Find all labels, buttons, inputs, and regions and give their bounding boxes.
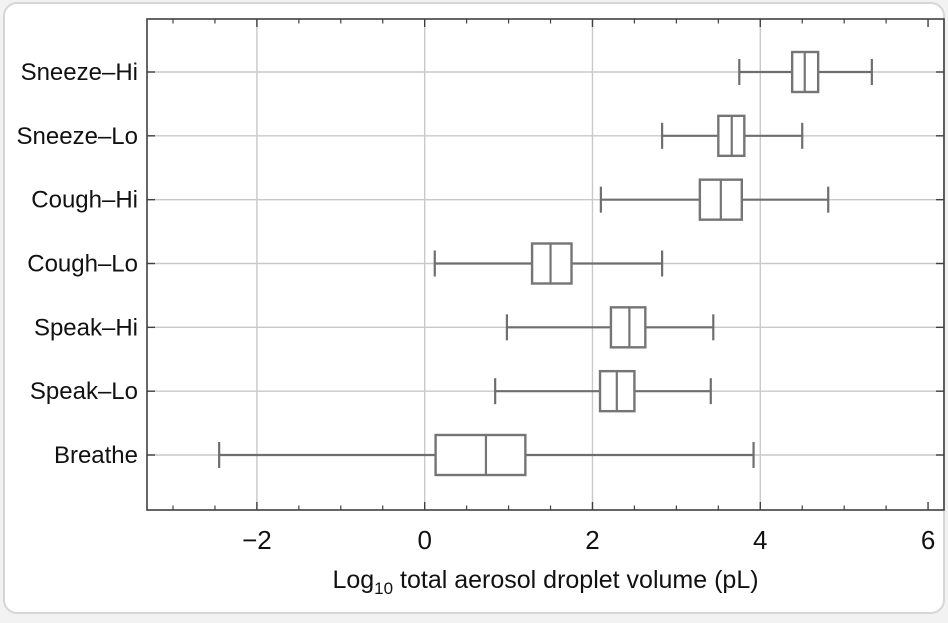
category-label: Sneeze–Lo bbox=[17, 123, 138, 150]
x-tick-label: 2 bbox=[585, 525, 599, 555]
figure-card: Sneeze–Hi Sneeze–Lo Cough–Hi Cough–Lo Speak–… bbox=[3, 2, 945, 614]
category-label: Cough–Lo bbox=[27, 251, 138, 278]
x-tick-label: 4 bbox=[753, 525, 767, 555]
x-axis-label: Log10 total aerosol droplet volume (pL) bbox=[147, 566, 944, 599]
category-label: Speak–Lo bbox=[30, 378, 138, 405]
box bbox=[434, 433, 527, 477]
box bbox=[530, 242, 573, 285]
plot-frame bbox=[146, 18, 945, 511]
category-label: Cough–Hi bbox=[31, 187, 138, 214]
category-label: Sneeze–Hi bbox=[21, 59, 138, 86]
category-label: Speak–Hi bbox=[34, 314, 138, 341]
category-label: Breathe bbox=[54, 442, 138, 469]
x-axis-label-subscript: 10 bbox=[374, 579, 394, 598]
x-tick-label: 6 bbox=[921, 525, 935, 555]
x-tick-label: −2 bbox=[242, 525, 272, 555]
x-axis-label-prefix: Log bbox=[332, 566, 375, 594]
x-axis-label-rest: total aerosol droplet volume (pL) bbox=[393, 566, 759, 594]
x-tick-label: 0 bbox=[417, 525, 431, 555]
boxplot-chart: Sneeze–Hi Sneeze–Lo Cough–Hi Cough–Lo Speak–… bbox=[17, 18, 945, 555]
box bbox=[609, 306, 647, 349]
